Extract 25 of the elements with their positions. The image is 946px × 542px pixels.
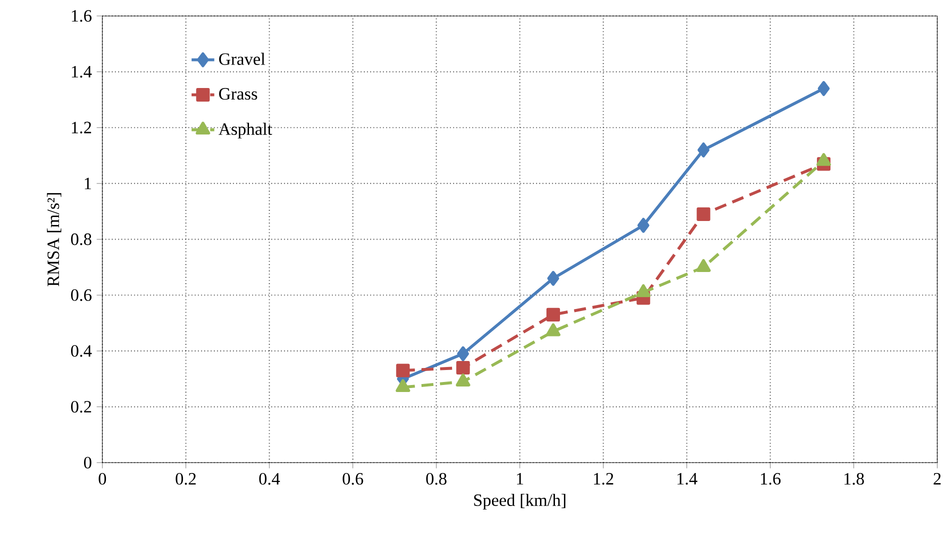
y-tick-label: 0.4	[71, 344, 92, 357]
y-tick-label: 0.2	[71, 400, 92, 412]
x-tick-label: 1.2	[594, 472, 614, 484]
legend-label: Asphalt	[218, 122, 272, 138]
x-tick-label: 0.2	[176, 472, 196, 485]
y-tick-label: 1.4	[72, 66, 92, 78]
y-tick-label: 1	[84, 178, 91, 189]
y-axis-title: RMSA [m/s²]	[46, 192, 62, 286]
legend-label: Grass	[219, 88, 258, 100]
x-tick-label: 0.6	[342, 472, 364, 485]
x-tick-label: 1	[517, 472, 524, 484]
x-tick-label: 0.8	[426, 472, 446, 485]
x-tick-label: 1.4	[678, 472, 698, 484]
y-tick-label: 1.2	[72, 122, 92, 134]
y-tick-label: 0.6	[71, 289, 92, 301]
x-axis-title: Speed [km/h]	[474, 494, 566, 510]
x-tick-label: 0	[98, 472, 106, 484]
x-tick-label: 2	[934, 472, 941, 484]
x-tick-label: 1.6	[761, 472, 781, 484]
y-tick-label: 0.8	[71, 233, 92, 245]
legend-label: Gravel	[219, 52, 266, 65]
y-tick-label: 0	[84, 456, 92, 468]
x-tick-label: 0.4	[259, 472, 280, 485]
y-tick-label: 1.6	[72, 10, 92, 22]
x-tick-label: 1.8	[844, 472, 864, 485]
